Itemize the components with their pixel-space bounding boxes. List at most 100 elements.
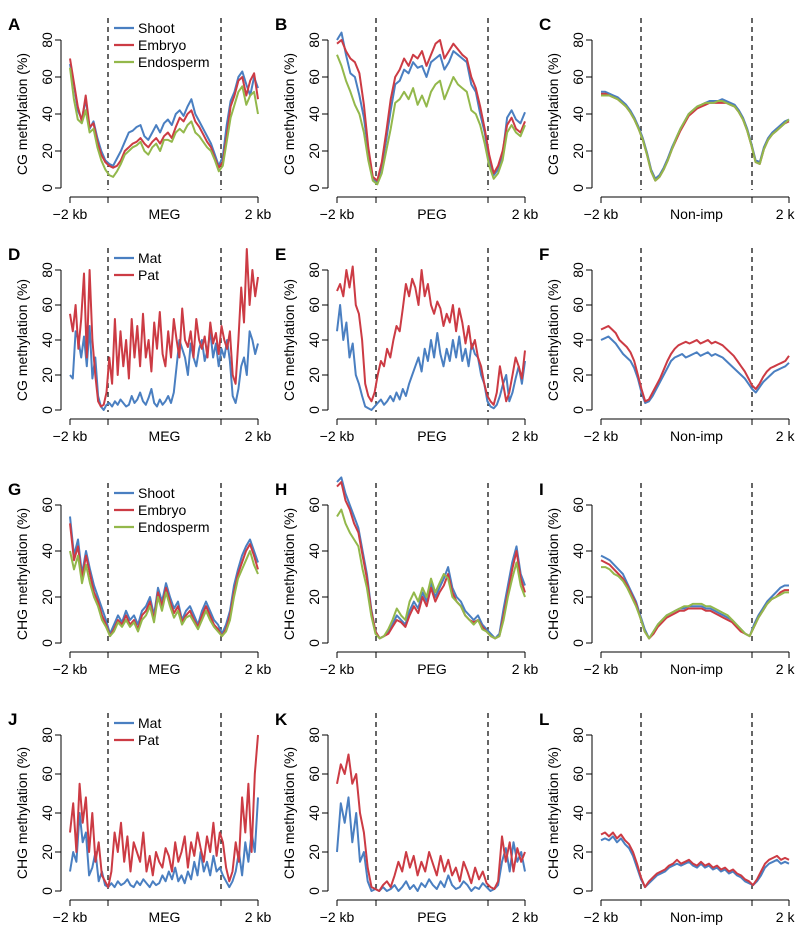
y-tick-label: 0 [306,406,322,414]
y-tick-label: 0 [570,639,586,647]
x-tick-label-left: −2 kb [320,661,355,677]
y-tick-label: 40 [306,805,322,821]
y-tick-label: 40 [39,106,55,122]
x-tick-label-right: 2 kb [512,428,539,444]
panel-a: A 0 20 40 60 80 CG methylation (%) −2 kb MEG 2 kb… [8,15,271,222]
y-tick-label: 80 [39,262,55,278]
y-tick-label: 0 [39,184,55,192]
x-tick-label-left: −2 kb [53,909,88,925]
y-tick-label: 0 [570,887,586,895]
gene-label: PEG [417,428,447,444]
panel-c: C 0 20 40 60 80 CG methylation (%) −2 kb Non-imp… [539,15,795,222]
x-tick-label-right: 2 kb [776,909,795,925]
series-line-pat [69,248,259,408]
series-line-endosperm [336,508,526,640]
y-axis-title: CHG methylation (%) [545,747,561,879]
y-tick-label: 0 [306,887,322,895]
y-tick-label: 60 [306,297,322,313]
y-tick-label: 80 [306,727,322,743]
series-line-mat [336,304,526,411]
x-tick-label-left: −2 kb [584,428,619,444]
y-tick-label: 40 [570,805,586,821]
y-axis-title: CHG methylation (%) [281,747,297,879]
series-line-mat [600,835,790,889]
panel-l: L 0 20 40 60 80 CHG methylation (%) −2 kb Non-im… [539,710,795,925]
panel-letter: A [8,15,20,34]
gene-label: MEG [149,661,181,677]
series-line-embryo [336,39,526,182]
legend-label: Mat [138,250,161,266]
panel-b: B 0 20 40 60 80 CG methylation (%) −2 kb PEG 2 kb [275,15,538,222]
y-tick-label: 20 [570,589,586,605]
y-axis-title: CHG methylation (%) [545,508,561,640]
x-tick-label-left: −2 kb [53,661,88,677]
panel-letter: H [275,480,287,499]
y-axis-title: CG methylation (%) [545,279,561,401]
y-tick-label: 40 [39,332,55,348]
y-tick-label: 0 [570,406,586,414]
legend-label: Pat [138,732,159,748]
y-tick-label: 80 [39,727,55,743]
x-tick-label-right: 2 kb [512,206,539,222]
x-tick-label-right: 2 kb [776,428,795,444]
x-tick-label-right: 2 kb [512,909,539,925]
x-tick-label-left: −2 kb [584,206,619,222]
series-line-embryo [600,559,789,640]
y-tick-label: 80 [570,727,586,743]
gene-label: Non-imp [670,428,723,444]
y-tick-label: 40 [39,543,55,559]
panel-letter: B [275,15,287,34]
y-tick-label: 0 [306,639,322,647]
panel-i: I 0 20 40 60 CHG methylation (%) −2 kb Non-imp 2… [539,480,795,677]
x-tick-label-left: −2 kb [53,206,88,222]
panel-letter: E [275,245,286,264]
y-axis-title: CG methylation (%) [281,279,297,401]
x-tick-label-left: −2 kb [584,661,619,677]
y-tick-label: 60 [306,766,322,782]
x-tick-label-left: −2 kb [320,428,355,444]
y-tick-label: 0 [39,639,55,647]
gene-label: PEG [417,206,447,222]
x-tick-label-left: −2 kb [53,428,88,444]
series-line-shoot [336,476,526,640]
y-tick-label: 20 [570,367,586,383]
y-tick-label: 40 [570,106,586,122]
x-tick-label-right: 2 kb [776,206,795,222]
y-tick-label: 20 [306,367,322,383]
panel-g: G 0 20 40 60 CHG methylation (%) −2 kb MEG 2 kb S… [8,480,271,677]
y-tick-label: 40 [306,332,322,348]
panel-letter: I [539,480,544,499]
y-axis-title: CG methylation (%) [14,279,30,401]
x-tick-label-right: 2 kb [512,661,539,677]
y-tick-label: 60 [39,497,55,513]
panel-letter: C [539,15,551,34]
y-tick-label: 20 [570,844,586,860]
y-tick-label: 80 [306,262,322,278]
y-tick-label: 20 [39,143,55,159]
legend-label: Shoot [138,20,175,36]
x-tick-label-right: 2 kb [245,661,272,677]
panel-j: J 0 20 40 60 80 CHG methylation (%) −2 kb MEG 2 k… [8,710,271,925]
y-axis-title: CHG methylation (%) [14,508,30,640]
series-line-shoot [600,554,789,640]
y-tick-label: 60 [306,69,322,85]
y-tick-label: 80 [570,262,586,278]
series-line-pat [336,265,526,406]
y-axis-title: CHG methylation (%) [14,747,30,879]
legend-label: Embryo [138,502,186,518]
y-tick-label: 0 [39,887,55,895]
y-tick-label: 60 [570,766,586,782]
y-tick-label: 20 [306,844,322,860]
series-line-pat [600,831,790,889]
panel-letter: D [8,245,20,264]
y-tick-label: 20 [39,844,55,860]
gene-label: MEG [149,428,181,444]
y-tick-label: 20 [306,589,322,605]
gene-label: MEG [149,206,181,222]
x-tick-label-right: 2 kb [245,428,272,444]
panel-h: H 0 20 40 60 CHG methylation (%) −2 kb PEG 2 kb [275,476,539,677]
x-tick-label-left: −2 kb [320,206,355,222]
y-tick-label: 20 [39,367,55,383]
gene-label: PEG [417,661,447,677]
series-line-pat [336,753,526,892]
